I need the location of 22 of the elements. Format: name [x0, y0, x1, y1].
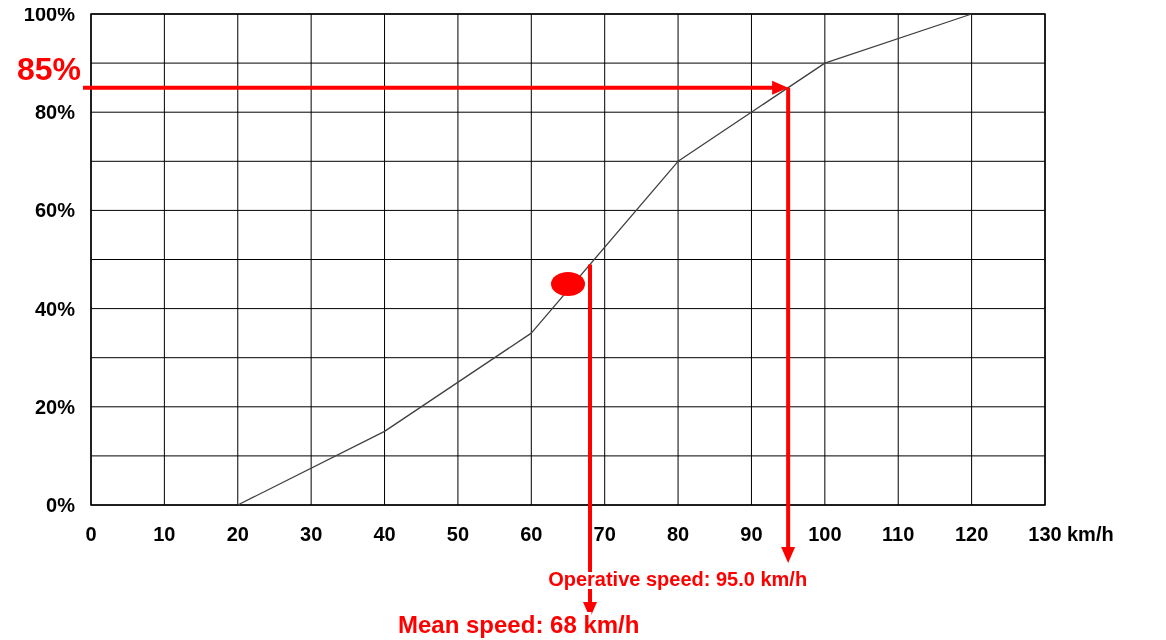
x-tick-label: 20 [226, 523, 249, 545]
x-tick-label: 70 [593, 523, 616, 545]
x-tick-label: 100 [808, 523, 842, 545]
ref-line-label: Mean speed: 68 km/h [398, 611, 640, 638]
y-tick-label: 0% [46, 494, 76, 516]
y-tick-label: 80% [34, 101, 76, 124]
x-tick-label: 130 [1028, 523, 1062, 545]
x-tick-label: 30 [300, 523, 323, 545]
y-tick-label: 20% [34, 395, 76, 418]
x-tick-label: 40 [373, 523, 396, 545]
x-axis-title: km/h [1067, 523, 1114, 545]
x-tick-label: 120 [954, 523, 989, 545]
x-tick-label: 10 [153, 523, 176, 545]
x-tick-label: 50 [446, 523, 470, 545]
y-tick-label: 40% [34, 297, 76, 320]
x-tick-label: 60 [520, 523, 543, 545]
y-tick-label: 60% [34, 199, 76, 222]
x-tick-label: 0 [85, 523, 97, 545]
x-tick-label: 110 [882, 523, 915, 545]
ref-line-label: 85% [16, 50, 81, 87]
x-tick-label: 80 [666, 523, 690, 545]
x-tick-label: 90 [740, 523, 763, 545]
